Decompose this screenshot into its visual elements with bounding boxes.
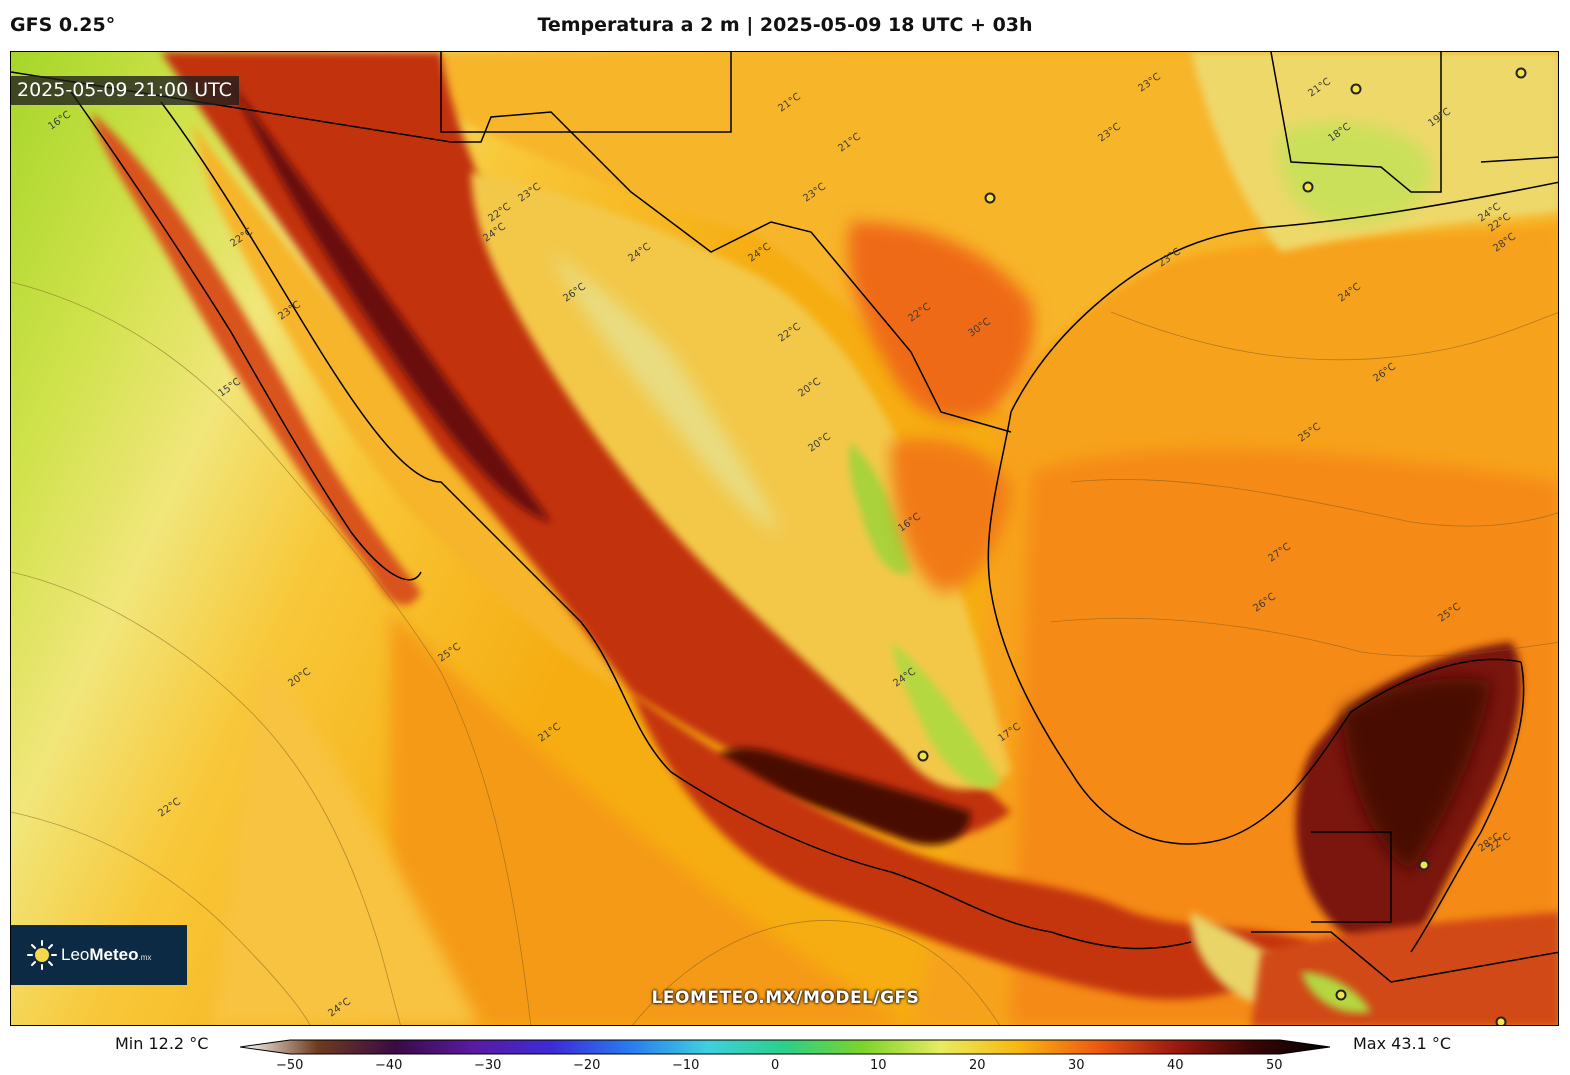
colorbar-tick: −30 [474, 1058, 502, 1073]
sun-icon [27, 940, 57, 970]
colorbar-tick: −40 [375, 1058, 403, 1073]
temperature-map[interactable]: 16°C 15°C 22°C 23°C 20°C 22°C 24°C 21°C 25°C 24°C… [10, 51, 1559, 1026]
temperature-colorbar [240, 1039, 1330, 1055]
colorbar-tick: −20 [573, 1058, 601, 1073]
colorbar-tick: 40 [1167, 1058, 1184, 1073]
colorbar-tick: 10 [870, 1058, 887, 1073]
logo-wordmark: LeoMeteo.mx [61, 945, 152, 964]
temperature-field: 16°C15°C22°C23°C20°C22°C24°C21°C25°C24°C… [11, 52, 1558, 1025]
colorbar-tick: 30 [1068, 1058, 1085, 1073]
colorbar-tick: 20 [969, 1058, 986, 1073]
min-temperature-label: Min 12.2 °C [115, 1034, 209, 1053]
colorbar-tick: −50 [276, 1058, 304, 1073]
colorbar-tick: 0 [771, 1058, 780, 1073]
watermark-url: LEOMETEO.MX/MODEL/GFS [651, 988, 920, 1008]
map-title: Temperatura a 2 m | 2025-05-09 18 UTC + … [537, 14, 1033, 36]
valid-time-label: 2025-05-09 21:00 UTC [11, 76, 239, 105]
leometeo-logo[interactable]: LeoMeteo.mx [11, 925, 187, 985]
max-temperature-label: Max 43.1 °C [1353, 1034, 1452, 1053]
colorbar-tick: −10 [672, 1058, 700, 1073]
model-label: GFS 0.25° [10, 14, 116, 36]
colorbar-tick: 50 [1266, 1058, 1283, 1073]
